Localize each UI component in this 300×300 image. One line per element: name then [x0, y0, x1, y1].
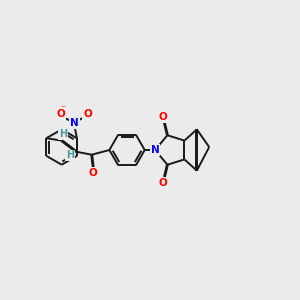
Text: H: H [59, 129, 67, 139]
Text: O: O [159, 178, 168, 188]
Text: N: N [70, 118, 79, 128]
Text: O: O [89, 168, 98, 178]
Text: ⁻: ⁻ [61, 104, 66, 114]
Text: N: N [151, 145, 159, 155]
Text: O: O [56, 109, 65, 119]
Text: O: O [83, 109, 92, 119]
Text: O: O [159, 112, 168, 122]
Text: H: H [66, 150, 74, 160]
